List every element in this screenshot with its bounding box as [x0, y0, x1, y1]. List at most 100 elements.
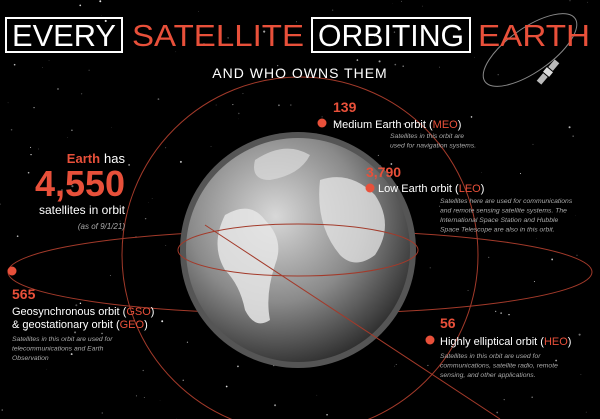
star — [74, 331, 77, 334]
star — [494, 310, 497, 313]
orbit-description: Satellites in this orbit are used for — [12, 336, 113, 343]
star — [439, 66, 441, 68]
star — [13, 63, 16, 66]
label-part: ) — [481, 183, 485, 195]
star — [42, 67, 43, 68]
orbit-description: and remote sensing satellite systems. Th… — [440, 208, 567, 215]
orbit-count: 565 — [12, 286, 36, 302]
star — [238, 112, 240, 115]
star — [16, 235, 19, 238]
star — [569, 0, 571, 2]
orbit-description: Space Telescope are also in this orbit. — [440, 227, 555, 234]
label-part: ) — [151, 306, 155, 318]
title-box — [311, 17, 471, 53]
star — [508, 313, 510, 316]
star — [75, 304, 78, 307]
star — [80, 93, 83, 95]
label-part: HEO — [544, 336, 568, 348]
label-part: GEO — [120, 319, 145, 331]
label-part: & geostationary orbit ( — [12, 319, 120, 331]
star — [27, 171, 30, 174]
star — [356, 59, 359, 61]
star — [401, 0, 402, 2]
star — [175, 51, 177, 53]
star — [394, 63, 397, 66]
star — [128, 164, 130, 166]
star — [503, 399, 505, 401]
orbit-description: telecommunications and Earth — [12, 346, 104, 353]
star — [439, 205, 440, 207]
star — [61, 189, 63, 191]
star — [46, 368, 47, 370]
star — [109, 275, 111, 276]
star — [225, 385, 228, 388]
orbit-label: Geosynchronous orbit (GSO) — [12, 306, 154, 318]
star — [390, 163, 393, 165]
continent — [254, 148, 310, 180]
star — [151, 198, 153, 199]
star — [24, 328, 27, 332]
orbit-description: used for navigation systems. — [390, 143, 476, 150]
label-part: LEO — [459, 183, 481, 195]
star — [179, 160, 182, 163]
orbit-dot — [7, 266, 17, 276]
label-part: Geosynchronous orbit ( — [12, 306, 127, 318]
star — [232, 104, 234, 106]
star — [99, 0, 102, 3]
label-part: ) — [458, 119, 462, 131]
star — [33, 106, 35, 109]
star — [144, 217, 147, 220]
total-subject: Earth — [67, 151, 100, 166]
star — [487, 256, 490, 259]
star — [427, 364, 429, 366]
star — [57, 88, 59, 90]
star — [165, 244, 167, 246]
orbit-description: sensing, and other applications. — [440, 372, 536, 379]
total-date: (as of 9/1/21) — [78, 222, 125, 231]
star — [203, 43, 205, 45]
star — [377, 154, 379, 156]
star — [378, 60, 381, 63]
label-part: Medium Earth orbit ( — [333, 119, 433, 131]
title-word: EVERY — [12, 18, 116, 53]
star — [135, 395, 137, 397]
star — [48, 59, 50, 61]
continent — [319, 177, 385, 263]
star — [467, 290, 469, 291]
star — [551, 258, 554, 261]
star — [403, 123, 406, 125]
orbit-description: Satellites here are used for communicati… — [440, 198, 573, 205]
label-part: MEO — [433, 119, 459, 131]
star — [496, 411, 499, 414]
star — [104, 19, 107, 23]
title-word: EARTH — [478, 18, 590, 53]
star — [30, 146, 32, 148]
label-part: Highly elliptical orbit ( — [440, 336, 544, 348]
star — [536, 237, 537, 239]
subtitle: AND WHO OWNS THEM — [212, 65, 387, 81]
star — [70, 353, 73, 356]
star — [335, 122, 338, 125]
label-part: ) — [144, 319, 148, 331]
star — [321, 116, 323, 118]
star — [519, 172, 522, 175]
star — [481, 172, 482, 173]
orbit-label: & geostationary orbit (GEO) — [12, 319, 148, 331]
star — [373, 35, 375, 37]
star — [143, 397, 145, 398]
leo-orbit — [177, 223, 419, 277]
star — [71, 129, 73, 131]
star — [582, 33, 585, 36]
star — [497, 74, 499, 76]
orbit-dot — [365, 183, 375, 193]
star — [568, 126, 571, 129]
star — [182, 379, 184, 382]
star — [531, 396, 533, 398]
star — [263, 30, 266, 33]
orbit-label: Medium Earth orbit (MEO) — [333, 119, 461, 131]
star — [148, 202, 150, 203]
star — [290, 104, 292, 106]
star — [394, 365, 395, 367]
